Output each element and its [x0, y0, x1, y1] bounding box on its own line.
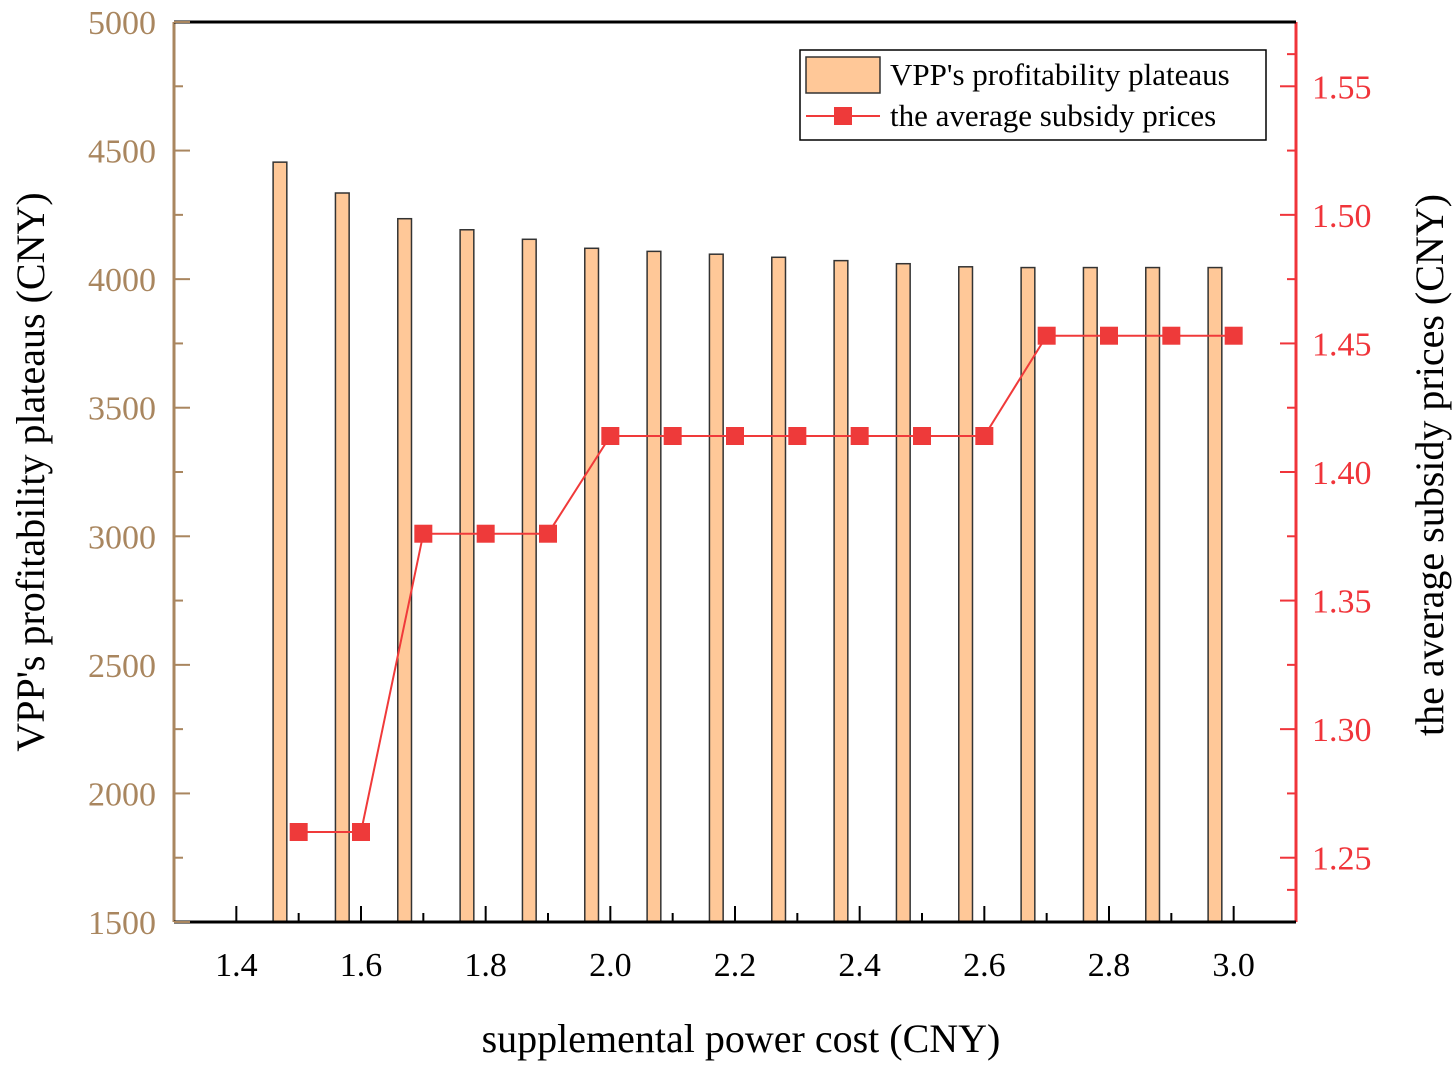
bar-0	[272, 161, 288, 923]
x-tick-label-5: 2.4	[838, 947, 881, 984]
bar-4	[521, 238, 537, 923]
bar-15	[1207, 266, 1223, 923]
y-right-tick-label-5: 1.50	[1312, 198, 1372, 235]
subsidy-marker-9	[850, 427, 869, 445]
subsidy-marker-13	[1100, 326, 1118, 345]
subsidy-line	[298, 334, 1234, 833]
x-tick-label-0: 1.4	[215, 947, 258, 984]
subsidy-marker-8	[788, 427, 807, 445]
y-left-tick-label-7: 5000	[88, 5, 156, 42]
y-right-tick-label-4: 1.45	[1312, 326, 1372, 363]
bar-3	[459, 229, 475, 923]
bar-9	[833, 259, 849, 923]
y-right-tick-label-6: 1.55	[1312, 69, 1372, 106]
y-right-tick-label-0: 1.25	[1312, 841, 1372, 878]
bar-7	[708, 253, 724, 923]
bar-5	[584, 247, 600, 923]
y-left-tick-label-1: 2000	[88, 776, 156, 813]
y-right-tick-label-2: 1.35	[1312, 584, 1372, 621]
y-right-tick-label-1: 1.30	[1312, 712, 1372, 749]
x-tick-label-2: 1.8	[464, 947, 507, 984]
x-tick-label-7: 2.8	[1088, 947, 1131, 984]
x-tick-label-8: 3.0	[1212, 947, 1255, 984]
y-left-axis-title: VPP's profitability plateaus (CNY)	[8, 192, 53, 751]
bar-1	[334, 192, 350, 923]
bar-11	[958, 266, 974, 923]
subsidy-marker-2	[414, 524, 433, 543]
legend-bar-swatch	[805, 56, 881, 94]
bar-8	[771, 256, 787, 923]
legend-line-label: the average subsidy prices	[890, 98, 1216, 133]
subsidy-marker-3	[476, 524, 495, 543]
y-right-tick-label-3: 1.40	[1312, 455, 1372, 492]
y-left-tick-label-0: 1500	[88, 905, 156, 942]
subsidy-marker-12	[1037, 326, 1056, 345]
legend-bar-label: VPP's profitability plateaus	[890, 57, 1230, 92]
bar-10	[895, 262, 911, 923]
subsidy-marker-1	[352, 823, 370, 841]
subsidy-marker-15	[1224, 326, 1243, 345]
y-left-tick-label-5: 4000	[88, 262, 156, 299]
subsidy-marker-7	[726, 427, 744, 445]
x-tick-label-6: 2.6	[963, 947, 1006, 984]
x-tick-label-1: 1.6	[340, 947, 383, 984]
subsidy-marker-6	[663, 427, 682, 445]
subsidy-marker-4	[539, 524, 557, 543]
y-left-tick-label-4: 3500	[88, 391, 156, 428]
x-axis-title: supplemental power cost (CNY)	[482, 1016, 1001, 1061]
line-layer	[289, 326, 1243, 841]
y-left-tick-label-3: 3000	[88, 519, 156, 556]
bar-13	[1082, 266, 1098, 923]
y-left-tick-label-6: 4500	[88, 134, 156, 171]
y-left-tick-label-2: 2500	[88, 648, 156, 685]
subsidy-marker-10	[913, 427, 931, 445]
legend: VPP's profitability plateaus the average…	[799, 49, 1267, 141]
bar-14	[1145, 266, 1161, 923]
ticks-layer: 1.4 1.6 1.8 2.0 2.2 2.4 2.6 2.8 3.0 1500 2000 2500 3…	[88, 5, 1372, 984]
y-right-axis-title: the average subsidy prices (CNY)	[1407, 194, 1452, 736]
subsidy-marker-14	[1162, 326, 1181, 345]
subsidy-marker-0	[289, 823, 308, 841]
bar-2	[397, 217, 413, 923]
legend-marker-swatch	[834, 107, 852, 125]
x-tick-label-4: 2.2	[714, 947, 757, 984]
subsidy-marker-11	[975, 427, 994, 445]
bar-6	[646, 250, 662, 923]
subsidy-marker-5	[601, 427, 620, 445]
x-tick-label-3: 2.0	[589, 947, 632, 984]
